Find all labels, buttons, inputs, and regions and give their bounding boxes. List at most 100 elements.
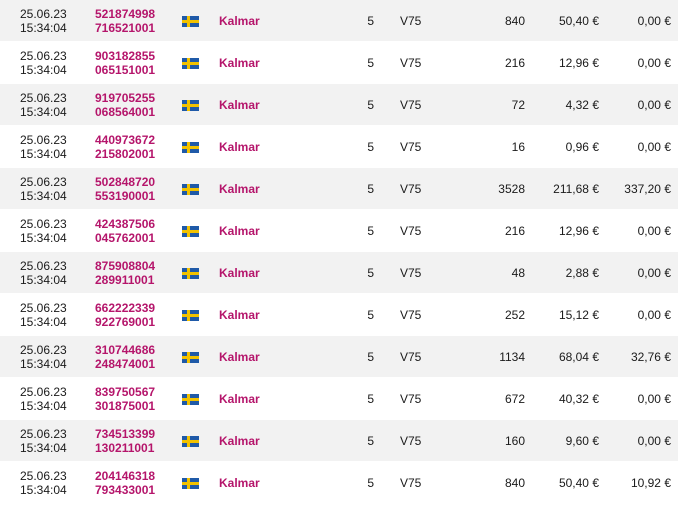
ticket-id-part1[interactable]: 662222339 [95,301,156,315]
ticket-id-part2[interactable]: 130211001 [95,441,155,455]
track-link[interactable]: Kalmar [219,266,260,280]
rows-count: 672 [504,392,525,406]
win-amount: 0,00 € [637,56,671,70]
ticket-id-link[interactable]: 521874998 716521001 [95,0,175,42]
ticket-id-part1[interactable]: 839750567 [95,385,156,399]
flag-cell [182,378,202,420]
win-amount: 0,00 € [637,308,671,322]
ticket-id-part1[interactable]: 734513399 [95,427,156,441]
ticket-id-part1[interactable]: 424387506 [95,217,156,231]
rows-count: 840 [504,14,525,28]
datetime-cell: 25.06.23 15:34:04 [20,378,90,420]
time-text: 15:34:04 [20,315,67,329]
ticket-id-link[interactable]: 424387506 045762001 [95,210,175,252]
ticket-id-link[interactable]: 734513399 130211001 [95,420,175,462]
game-type: V75 [400,308,422,322]
race-number: 5 [367,350,374,364]
ticket-id-part2[interactable]: 068564001 [95,105,156,119]
table-row: 25.06.23 15:34:04 440973672 215802001 Ka… [0,126,678,168]
sweden-flag-icon [182,183,199,195]
win-amount: 0,00 € [637,98,671,112]
track-link[interactable]: Kalmar [219,140,260,154]
game-type: V75 [400,434,422,448]
track-link[interactable]: Kalmar [219,350,260,364]
track-link[interactable]: Kalmar [219,224,260,238]
ticket-id-part1[interactable]: 875908804 [95,259,156,273]
ticket-id-part2[interactable]: 289911001 [95,273,155,287]
ticket-id-part1[interactable]: 919705255 [95,91,156,105]
table-row: 25.06.23 15:34:04 875908804 289911001 Ka… [0,252,678,294]
table-row: 25.06.23 15:34:04 662222339 922769001 Ka… [0,294,678,336]
ticket-id-part2[interactable]: 045762001 [95,231,156,245]
cost-amount: 9,60 € [565,434,599,448]
rows-count: 1134 [499,350,525,364]
flag-cell [182,462,202,504]
race-number: 5 [367,392,374,406]
ticket-id-link[interactable]: 310744686 248474001 [95,336,175,378]
cost-amount: 211,68 € [553,182,599,196]
sweden-flag-icon [182,99,199,111]
ticket-id-part2[interactable]: 793433001 [95,483,156,497]
table-row: 25.06.23 15:34:04 903182855 065151001 Ka… [0,42,678,84]
track-link[interactable]: Kalmar [219,434,260,448]
sweden-flag-icon [182,435,199,447]
ticket-id-part2[interactable]: 065151001 [95,63,156,77]
date-text: 25.06.23 [20,343,67,357]
datetime-cell: 25.06.23 15:34:04 [20,0,90,42]
sweden-flag-icon [182,225,199,237]
ticket-id-part2[interactable]: 922769001 [95,315,156,329]
ticket-id-link[interactable]: 903182855 065151001 [95,42,175,84]
ticket-id-part2[interactable]: 215802001 [95,147,156,161]
win-amount: 0,00 € [637,434,671,448]
win-amount: 10,92 € [630,476,671,490]
track-link[interactable]: Kalmar [219,182,260,196]
time-text: 15:34:04 [20,441,67,455]
table-row: 25.06.23 15:34:04 204146318 793433001 Ka… [0,462,678,504]
sweden-flag-icon [182,141,199,153]
win-amount: 0,00 € [637,266,671,280]
ticket-id-link[interactable]: 502848720 553190001 [95,168,175,210]
flag-cell [182,126,202,168]
game-type: V75 [400,224,422,238]
track-link[interactable]: Kalmar [219,98,260,112]
ticket-id-part1[interactable]: 521874998 [95,7,156,21]
game-type: V75 [400,98,422,112]
ticket-id-part1[interactable]: 502848720 [95,175,156,189]
track-link[interactable]: Kalmar [219,56,260,70]
ticket-id-link[interactable]: 839750567 301875001 [95,378,175,420]
sweden-flag-icon [182,393,199,405]
ticket-id-part1[interactable]: 903182855 [95,49,156,63]
ticket-id-part2[interactable]: 553190001 [95,189,156,203]
game-type: V75 [400,56,422,70]
ticket-id-link[interactable]: 440973672 215802001 [95,126,175,168]
flag-cell [182,84,202,126]
track-link[interactable]: Kalmar [219,392,260,406]
time-text: 15:34:04 [20,273,67,287]
race-number: 5 [367,434,374,448]
cost-amount: 12,96 € [558,224,599,238]
sweden-flag-icon [182,351,199,363]
race-number: 5 [367,224,374,238]
track-link[interactable]: Kalmar [219,308,260,322]
cost-amount: 68,04 € [558,350,599,364]
ticket-id-link[interactable]: 204146318 793433001 [95,462,175,504]
ticket-id-part1[interactable]: 310744686 [95,343,156,357]
datetime-cell: 25.06.23 15:34:04 [20,336,90,378]
ticket-id-part1[interactable]: 204146318 [95,469,156,483]
track-link[interactable]: Kalmar [219,476,260,490]
table-row: 25.06.23 15:34:04 734513399 130211001 Ka… [0,420,678,462]
datetime-cell: 25.06.23 15:34:04 [20,42,90,84]
flag-cell [182,168,202,210]
ticket-id-part2[interactable]: 248474001 [95,357,156,371]
game-type: V75 [400,140,422,154]
ticket-id-part1[interactable]: 440973672 [95,133,156,147]
rows-count: 16 [511,140,525,154]
ticket-id-link[interactable]: 875908804 289911001 [95,252,175,294]
ticket-id-part2[interactable]: 301875001 [95,399,156,413]
ticket-id-part2[interactable]: 716521001 [95,21,156,35]
ticket-id-link[interactable]: 662222339 922769001 [95,294,175,336]
game-type: V75 [400,392,422,406]
track-link[interactable]: Kalmar [219,14,260,28]
sweden-flag-icon [182,309,199,321]
ticket-id-link[interactable]: 919705255 068564001 [95,84,175,126]
